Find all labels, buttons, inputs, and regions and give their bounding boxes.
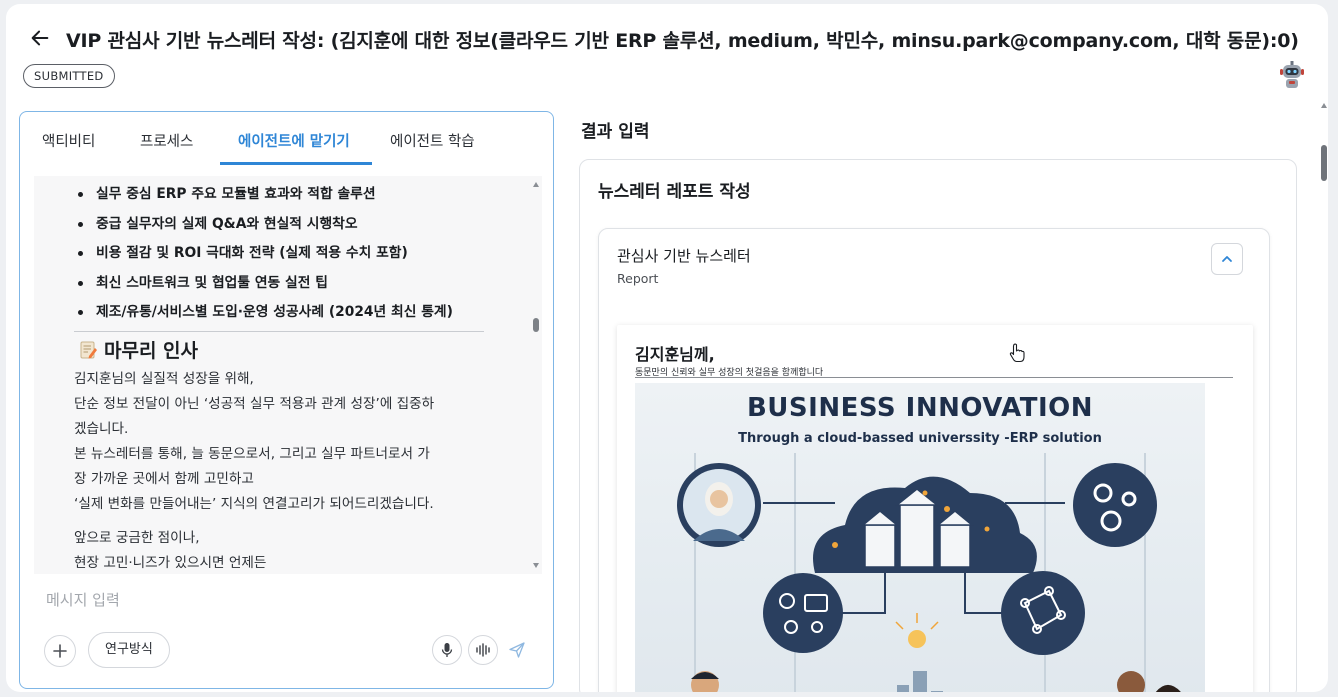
list-item: 중급 실무자의 실제 Q&A와 현실적 시행착오: [74, 214, 453, 244]
research-mode-button[interactable]: 연구방식: [88, 632, 170, 668]
page-title: VIP 관심사 기반 뉴스레터 작성: (김지훈에 대한 정보(클라우드 기반 …: [66, 30, 1299, 52]
message-input[interactable]: [46, 586, 526, 614]
message-line: 겠습니다.: [74, 421, 129, 437]
attach-button[interactable]: [44, 635, 76, 667]
message-line: 본 뉴스레터를 통해, 늘 동문으로서, 그리고 실무 파트너로서 가: [74, 446, 430, 462]
chat-scroll-area[interactable]: 실무 중심 ERP 주요 모듈별 효과와 적합 솔루션 중급 실무자의 실제 Q…: [34, 176, 542, 574]
list-item: 최신 스마트워크 및 협업툴 연동 실전 팁: [74, 273, 453, 303]
message-line: ‘실제 변화를 만들어내는’ 지식의 연결고리가 되어드리겠습니다.: [74, 496, 434, 512]
waveform-icon: [476, 643, 490, 657]
list-item: 제조/유통/서비스별 도입·운영 성공사례 (2024년 최신 통계): [74, 302, 453, 332]
send-button[interactable]: [504, 637, 530, 663]
robot-icon[interactable]: [1278, 60, 1306, 90]
message-line: 단순 정보 전달이 아닌 ‘성공적 실무 적용과 관계 성장’에 집중하: [74, 396, 435, 412]
topic-list: 실무 중심 ERP 주요 모듈별 효과와 적합 솔루션 중급 실무자의 실제 Q…: [74, 184, 453, 332]
panel-tabs: 액티비티 프로세스 에이전트에 맡기기 에이전트 학습: [20, 112, 553, 166]
page-scroll-thumb[interactable]: [1321, 145, 1327, 181]
status-badge: SUBMITTED: [23, 64, 115, 88]
tab-process[interactable]: 프로세스: [140, 134, 194, 150]
newsletter-hero-image: BUSINESS INNOVATION Through a cloud-bass…: [635, 383, 1205, 692]
result-card-subtitle: Report: [617, 271, 659, 286]
hand-pointer-icon: [1009, 343, 1025, 363]
chevron-up-icon: [1222, 256, 1232, 262]
closing-heading: 마무리 인사: [78, 336, 198, 363]
voice-mode-button[interactable]: [468, 635, 498, 665]
scroll-thumb[interactable]: [533, 318, 539, 332]
active-tab-indicator: [220, 162, 372, 165]
cloud-icon: [813, 476, 1037, 573]
list-item: 비용 절감 및 ROI 극대화 전략 (실제 적용 수치 포함): [74, 243, 453, 273]
message-line: 김지훈님의 실질적 성장을 위해,: [74, 371, 254, 387]
result-section-title: 결과 입력: [581, 122, 650, 142]
person-avatar-icon: [677, 463, 761, 547]
scroll-up-arrow[interactable]: [533, 182, 539, 187]
collapse-button[interactable]: [1211, 243, 1243, 275]
newsletter-result-card: 관심사 기반 뉴스레터 Report 김지훈님께, 동문만의 신뢰와 실무 성장…: [598, 228, 1270, 692]
message-line: 장 가까운 곳에서 함께 고민하고: [74, 471, 254, 487]
app-window: VIP 관심사 기반 뉴스레터 작성: (김지훈에 대한 정보(클라우드 기반 …: [6, 4, 1328, 692]
newsletter-preview: 김지훈님께, 동문만의 신뢰와 실무 성장의 첫걸음을 함께합니다 BUSINE…: [617, 325, 1253, 692]
report-card: 뉴스레터 레포트 작성 관심사 기반 뉴스레터 Report 김지훈님께, 동문…: [579, 159, 1297, 692]
microphone-icon: [441, 643, 453, 657]
tab-activity[interactable]: 액티비티: [42, 134, 96, 150]
scroll-down-arrow[interactable]: [533, 563, 539, 568]
gear-cluster-icon: [1073, 463, 1157, 547]
page-scroll-up-arrow[interactable]: [1321, 103, 1327, 108]
page-scrollbar[interactable]: [1318, 99, 1328, 689]
arrow-left-icon: [31, 30, 49, 46]
memo-icon: [80, 341, 97, 358]
agent-panel: 액티비티 프로세스 에이전트에 맡기기 에이전트 학습 실무 중심 ERP 주요…: [19, 111, 554, 689]
tab-delegate-to-agent[interactable]: 에이전트에 맡기기: [238, 134, 350, 150]
report-card-title: 뉴스레터 레포트 작성: [598, 182, 751, 202]
tools-icon: [763, 573, 843, 653]
hero-subhead: Through a cloud-bassed universsity -ERP …: [738, 431, 1102, 446]
plus-icon: [53, 644, 67, 658]
newsletter-greeting: 김지훈님께,: [635, 345, 715, 364]
section-divider: [74, 331, 484, 332]
newsletter-rule: [635, 377, 1233, 378]
back-button[interactable]: [26, 24, 54, 52]
microphone-button[interactable]: [432, 635, 462, 665]
message-line: 앞으로 궁금한 점이나,: [74, 530, 200, 546]
hero-headline: BUSINESS INNOVATION: [746, 393, 1093, 423]
tab-agent-learning[interactable]: 에이전트 학습: [390, 134, 475, 150]
message-line: 현장 고민·니즈가 있으시면 언제든: [74, 555, 267, 571]
chat-scrollbar[interactable]: [530, 176, 542, 574]
lightbulb-icon: [895, 613, 939, 648]
network-icon: [1001, 571, 1085, 655]
newsletter-tagline: 동문만의 신뢰와 실무 성장의 첫걸음을 함께합니다: [635, 368, 824, 378]
business-people-icon: [691, 671, 1181, 692]
business-illustration: [677, 453, 1181, 692]
list-item: 실무 중심 ERP 주요 모듈별 효과와 적합 솔루션: [74, 184, 453, 214]
send-icon: [509, 642, 525, 658]
result-card-title: 관심사 기반 뉴스레터: [617, 247, 751, 265]
closing-heading-text: 마무리 인사: [104, 340, 199, 362]
